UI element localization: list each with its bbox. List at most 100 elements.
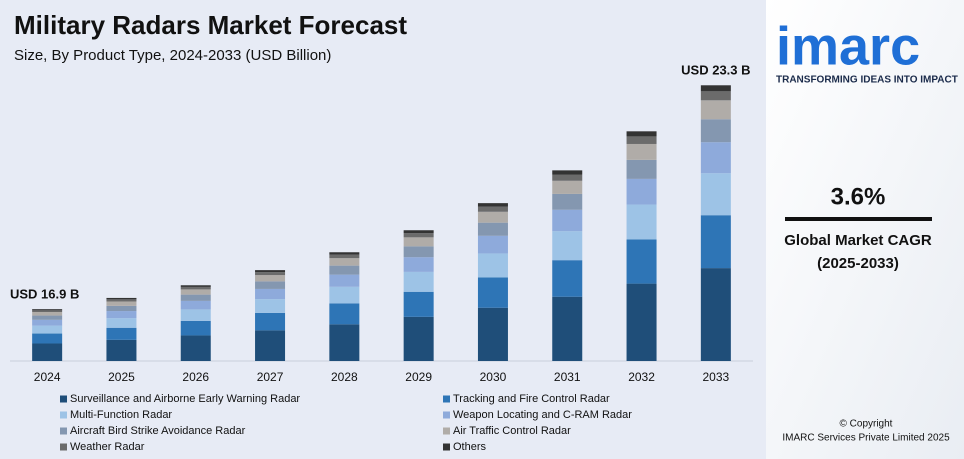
bar-segment — [552, 193, 583, 210]
bar-segment — [477, 206, 508, 212]
legend-swatch — [60, 395, 67, 403]
bar-segment — [626, 178, 657, 205]
legend-label: Others — [453, 441, 487, 453]
bar-segment — [180, 309, 211, 321]
bar-segment — [106, 327, 137, 340]
chart-title: Military Radars Market Forecast — [14, 10, 407, 40]
legend-label: Tracking and Fire Control Radar — [453, 393, 610, 405]
bar-segment — [552, 180, 583, 194]
legend-label: Air Traffic Control Radar — [453, 425, 571, 437]
bar-segment — [32, 309, 63, 311]
bar-segment — [700, 173, 731, 216]
bar-segment — [255, 270, 286, 273]
bar-segment — [700, 119, 731, 143]
bar-segment — [700, 215, 731, 269]
bar-segment — [255, 312, 286, 331]
bar-segment — [552, 231, 583, 261]
bar-segment — [477, 211, 508, 223]
bar-segment — [700, 100, 731, 120]
bar-segment — [32, 333, 63, 344]
x-tick-label: 2031 — [554, 370, 581, 384]
legend-label: Multi-Function Radar — [70, 409, 172, 421]
bar-segment — [626, 204, 657, 240]
bar-segment — [32, 319, 63, 326]
bar-segment — [329, 265, 360, 275]
bar-segment — [106, 339, 137, 361]
bar-segment — [180, 294, 211, 301]
x-tick-label: 2029 — [405, 370, 432, 384]
bar-segment — [106, 318, 137, 328]
bar-segment — [403, 271, 434, 292]
bar-segment — [403, 230, 434, 234]
bar-segment — [32, 343, 63, 361]
bar-segment — [32, 310, 63, 313]
bar-segment — [626, 239, 657, 284]
x-tick-label: 2027 — [257, 370, 284, 384]
copyright: © Copyright — [840, 419, 893, 430]
x-tick-label: 2026 — [182, 370, 209, 384]
legend-label: Weapon Locating and C-RAM Radar — [453, 409, 632, 421]
bar-segment — [403, 233, 434, 238]
legend-label: Weather Radar — [70, 441, 145, 453]
bar-segment — [552, 170, 583, 175]
bar-segment — [32, 312, 63, 316]
x-tick-label: 2025 — [108, 370, 135, 384]
bar-segment — [255, 299, 286, 313]
bar-segment — [255, 281, 286, 289]
tagline: TRANSFORMING IDEAS INTO IMPACT — [776, 75, 958, 86]
bar-segment — [626, 131, 657, 137]
bar-segment — [477, 222, 508, 236]
bar-segment — [403, 237, 434, 247]
x-tick-label: 2024 — [34, 370, 61, 384]
bar-segment — [329, 258, 360, 266]
bar-segment — [180, 286, 211, 290]
legend-swatch — [443, 411, 450, 419]
bar-segment — [106, 305, 137, 312]
bar-segment — [403, 257, 434, 272]
bar-segment — [626, 159, 657, 179]
x-tick-label: 2032 — [628, 370, 655, 384]
bar-segment — [255, 275, 286, 282]
bar-segment — [106, 299, 137, 302]
bar-segment — [700, 142, 731, 174]
bar-segment — [32, 325, 63, 334]
bar-segment — [403, 246, 434, 258]
bar-segment — [477, 235, 508, 254]
x-tick-label: 2028 — [331, 370, 358, 384]
bar-segment — [329, 252, 360, 255]
bar-segment — [329, 286, 360, 304]
bar-segment — [32, 315, 63, 320]
bar-segment — [255, 272, 286, 276]
bar-segment — [106, 311, 137, 319]
bar-segment — [180, 285, 211, 287]
bar-segment — [552, 260, 583, 297]
bar-segment — [106, 297, 137, 300]
bar-segment — [552, 174, 583, 181]
bar-segment — [626, 136, 657, 144]
bar-segment — [477, 203, 508, 207]
legend-swatch — [60, 427, 67, 435]
side-background — [766, 0, 964, 459]
bar-segment — [403, 316, 434, 361]
bar-segment — [552, 296, 583, 361]
bar-segment — [626, 143, 657, 160]
bar-segment — [106, 301, 137, 306]
x-tick-label: 2033 — [702, 370, 729, 384]
total-annotation: USD 16.9 B — [10, 287, 79, 302]
legend-label: Aircraft Bird Strike Avoidance Radar — [70, 425, 246, 437]
bar-segment — [477, 307, 508, 361]
bar-segment — [700, 91, 731, 101]
bar-segment — [700, 85, 731, 92]
total-annotation: USD 23.3 B — [681, 63, 750, 78]
legend-swatch — [60, 443, 67, 451]
bar-segment — [180, 320, 211, 336]
chart-subtitle: Size, By Product Type, 2024-2033 (USD Bi… — [14, 47, 331, 64]
legend-swatch — [60, 411, 67, 419]
bar-segment — [477, 253, 508, 278]
bar-segment — [255, 330, 286, 361]
cagr-label: Global Market CAGR — [784, 232, 932, 249]
bar-segment — [180, 289, 211, 295]
bar-segment — [329, 274, 360, 287]
bar-segment — [180, 300, 211, 310]
